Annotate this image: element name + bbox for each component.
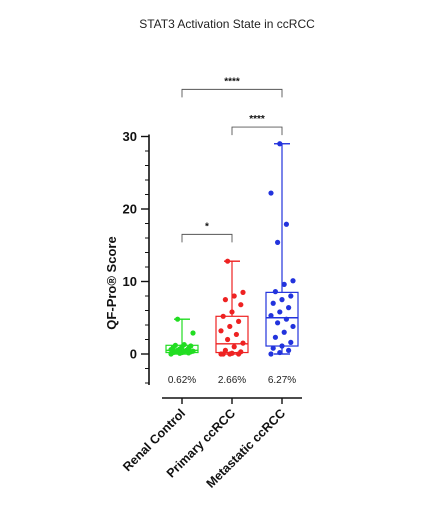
data-point [268, 190, 274, 196]
data-point [238, 349, 244, 355]
data-point [290, 278, 296, 284]
data-point [279, 343, 285, 349]
data-point [281, 281, 287, 287]
data-point [227, 323, 233, 330]
y-ticks: 0 10 20 30 [123, 129, 149, 384]
significance-bracket [181, 88, 283, 98]
significance-label: * [205, 221, 209, 232]
data-point [231, 344, 237, 350]
y-tick-label: 10 [123, 274, 137, 289]
data-point [272, 289, 278, 295]
data-point [225, 258, 231, 264]
data-point [236, 318, 242, 324]
significance-brackets: ********* [181, 76, 283, 243]
data-point [277, 309, 283, 315]
data-point [288, 339, 294, 345]
data-point [222, 347, 228, 353]
y-tick-label: 20 [123, 202, 137, 217]
percent-labels: 0.62% 2.66% 6.27% [168, 375, 296, 386]
data-point [172, 342, 178, 348]
data-point [231, 293, 237, 299]
data-point [190, 348, 196, 354]
axes [148, 134, 302, 404]
data-point [238, 302, 244, 308]
data-point [275, 239, 281, 245]
data-point [270, 300, 276, 306]
data-point [279, 297, 285, 303]
data-point [240, 289, 246, 295]
data-point [225, 336, 231, 343]
data-point [272, 334, 278, 340]
data-point [222, 297, 228, 303]
data-point [240, 340, 246, 346]
data-point [277, 349, 283, 356]
data-point [288, 293, 294, 299]
data-point [220, 313, 226, 319]
data-point [190, 330, 196, 336]
data-points [168, 141, 296, 357]
data-point [175, 316, 181, 322]
data-point [286, 347, 292, 353]
data-point [268, 312, 274, 319]
significance-label: **** [224, 76, 240, 87]
significance-bracket [231, 126, 283, 136]
data-point [281, 329, 287, 335]
data-point [290, 323, 296, 330]
data-point [277, 141, 283, 147]
data-point [229, 309, 235, 315]
significance-label: **** [249, 114, 265, 125]
data-point [270, 345, 276, 351]
data-point [233, 331, 239, 338]
data-point [283, 221, 289, 227]
percent-label: 6.27% [268, 375, 296, 386]
y-tick-label: 30 [123, 129, 137, 144]
significance-bracket [181, 233, 233, 243]
data-point [188, 343, 194, 349]
data-point [181, 341, 187, 348]
data-point [286, 305, 292, 311]
data-point [275, 320, 281, 326]
y-axis-label: QF-Pro® Score [104, 236, 119, 329]
data-point [268, 351, 274, 357]
y-tick-label: 0 [130, 347, 137, 362]
data-point [218, 328, 224, 334]
percent-label: 2.66% [218, 375, 246, 386]
percent-label: 0.62% [168, 375, 196, 386]
data-point [283, 316, 289, 322]
data-point [229, 350, 235, 356]
chart-title: STAT3 Activation State in ccRCC [139, 17, 315, 31]
